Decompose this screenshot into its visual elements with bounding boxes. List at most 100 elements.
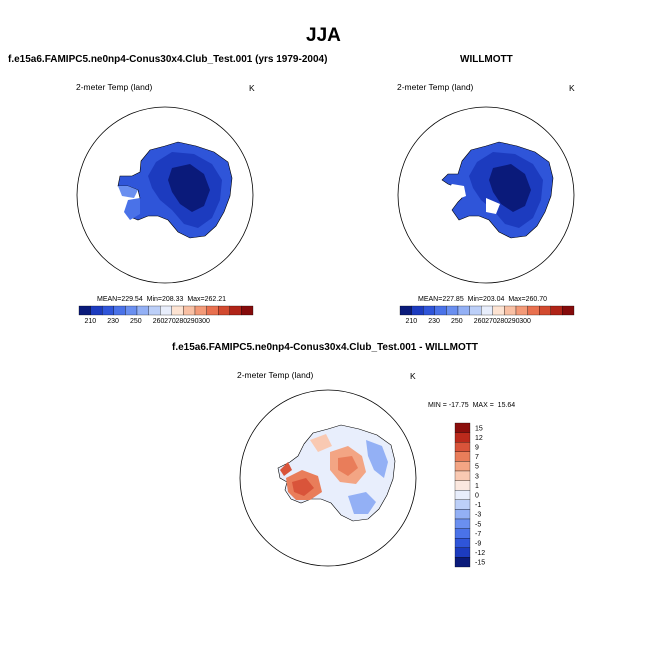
right-max-label: Max=	[508, 296, 526, 303]
season-title: JJA	[306, 25, 341, 46]
diff-colorbar-swatch	[454, 442, 471, 452]
left-peninsula	[124, 198, 140, 220]
left-stats: MEAN=229.54 Min=208.33 Max=262.21	[97, 296, 226, 303]
left-panel-title: f.e15a6.FAMIPC5.ne0np4-Conus30x4.Club_Te…	[8, 54, 328, 65]
left-continent-core	[168, 164, 210, 212]
left-mean-label: MEAN=	[97, 296, 122, 303]
right-ice-shelf-ross	[486, 198, 500, 214]
diff-colorbar-tick-label: 5	[475, 464, 479, 471]
diff-cold-south	[348, 492, 376, 514]
diff-colorbar-swatch	[454, 470, 471, 481]
right-continent-core	[489, 164, 531, 212]
right-map-boundary	[397, 106, 575, 284]
diff-colorbar-swatch	[454, 518, 471, 529]
diff-colorbar-tick-label: 1	[475, 483, 479, 490]
colorbar-tick-label: 290	[508, 318, 520, 325]
colorbar-tick-label: 270	[164, 318, 176, 325]
right-units-label: K	[569, 83, 575, 93]
diff-antarctica-field	[277, 424, 396, 522]
diff-colorbar-tick-label: -9	[475, 541, 481, 548]
right-antarctica-field	[441, 141, 554, 239]
left-min-label: Min=	[146, 296, 162, 303]
colorbar-tick-label: 230	[107, 318, 119, 325]
colorbar-tick-label: 250	[451, 318, 463, 325]
colorbar-tick-label: 230	[428, 318, 440, 325]
colorbar-tick-label: 280	[496, 318, 508, 325]
right-max-value: 260.70	[525, 296, 548, 303]
diff-colorbar-swatch	[454, 432, 471, 443]
diff-colorbar-tick-label: -3	[475, 512, 481, 519]
diff-colorbar-swatch	[454, 499, 471, 510]
left-max-label: Max=	[187, 296, 205, 303]
left-antarctica-field	[117, 141, 233, 239]
diff-colorbar-tick-label: -15	[475, 560, 485, 567]
diff-colorbar-tick-label: -12	[475, 550, 485, 557]
diff-colorbar-tick-label: -1	[475, 502, 481, 509]
diff-min-label: MIN =	[428, 402, 447, 409]
left-map-boundary	[76, 106, 254, 284]
diff-colorbar-tick-label: 12	[475, 435, 483, 442]
diff-max-label: MAX =	[472, 402, 494, 409]
colorbar-tick-label: 260	[153, 318, 165, 325]
diff-colorbar-swatch	[454, 451, 471, 462]
diff-panel-title: f.e15a6.FAMIPC5.ne0np4-Conus30x4.Club_Te…	[172, 342, 478, 353]
right-min-value: 203.04	[483, 296, 505, 303]
left-min-value: 208.33	[162, 296, 184, 303]
left-westcoast	[118, 186, 138, 198]
diff-colorbar-tick-label: 0	[475, 493, 479, 500]
diff-colorbar-swatch	[454, 461, 471, 472]
colorbar-tick-label: 250	[130, 318, 142, 325]
diff-cold-east	[366, 440, 388, 478]
diff-colorbar-tick-label: 3	[475, 473, 479, 480]
right-min-label: Min=	[467, 296, 483, 303]
diff-min-value: -17.75	[448, 402, 469, 409]
colorbar-tick-label: 300	[198, 318, 210, 325]
colorbar-tick-label: 290	[187, 318, 199, 325]
diff-stats: MIN = -17.75 MAX = 15.64	[428, 402, 515, 409]
colorbar-tick-label: 300	[519, 318, 531, 325]
diff-colorbar-swatch	[454, 480, 471, 491]
left-variable-label: 2-meter Temp (land)	[76, 82, 153, 92]
diff-variable-label: 2-meter Temp (land)	[237, 370, 314, 380]
diff-colorbar-swatch	[454, 509, 471, 520]
diff-warm-north	[310, 434, 332, 452]
diff-max-value: 15.64	[497, 402, 516, 409]
colorbar-swatch	[562, 305, 575, 316]
right-mean-value: 227.85	[442, 296, 464, 303]
diff-colorbar-swatch	[454, 528, 471, 539]
diff-colorbar-swatch	[454, 557, 471, 568]
colorbar-tick-label: 210	[85, 318, 97, 325]
colorbar-tick-label: 270	[485, 318, 497, 325]
diff-units-label: K	[410, 371, 416, 381]
colorbar-swatch	[241, 305, 254, 316]
colorbar-tick-label: 210	[406, 318, 418, 325]
diff-map-boundary	[239, 389, 417, 567]
diff-colorbar-swatch	[454, 538, 471, 548]
diff-colorbar-swatch	[454, 422, 471, 433]
diff-peninsula	[280, 462, 292, 476]
diff-colorbar-tick-label: 9	[475, 445, 479, 452]
colorbar-tick-label: 260	[474, 318, 486, 325]
diff-warm-west-core	[292, 478, 314, 496]
right-panel-title: WILLMOTT	[460, 54, 513, 65]
diff-colorbar-swatch	[454, 490, 471, 500]
diff-colorbar-tick-label: 15	[475, 425, 483, 432]
right-mean-label: MEAN=	[418, 296, 443, 303]
diff-warm-core	[338, 456, 358, 476]
colorbar-tick-label: 280	[175, 318, 187, 325]
left-max-value: 262.21	[204, 296, 227, 303]
diff-colorbar-tick-label: 7	[475, 454, 479, 461]
right-stats: MEAN=227.85 Min=203.04 Max=260.70	[418, 296, 547, 303]
right-variable-label: 2-meter Temp (land)	[397, 82, 474, 92]
left-mean-value: 229.54	[121, 296, 143, 303]
right-ice-shelf-weddell	[446, 184, 466, 200]
diff-colorbar-tick-label: -7	[475, 531, 481, 538]
diff-colorbar-tick-label: -5	[475, 521, 481, 528]
left-units-label: K	[249, 83, 255, 93]
